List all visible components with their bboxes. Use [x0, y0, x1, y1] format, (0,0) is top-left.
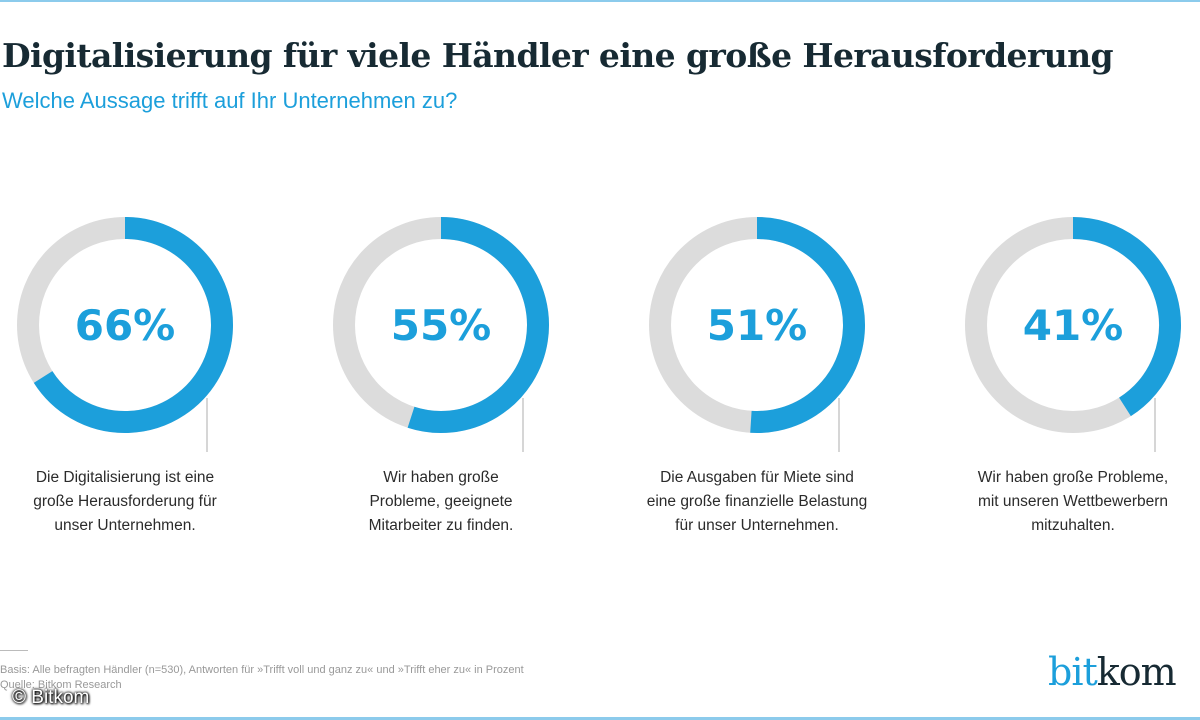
caption-line: mitzuhalten.: [1031, 517, 1115, 534]
caption-line: mit unseren Wettbewerbern: [977, 493, 1169, 510]
caption-line: eine große finanzielle Belastung: [646, 493, 868, 510]
donut-caption: Die Ausgaben für Miete sind eine große fi…: [617, 466, 897, 538]
caption-line: Probleme, geeignete: [369, 493, 513, 510]
footer-rule: [0, 650, 28, 651]
footnote-basis: Basis: Alle befragten Händler (n=530), A…: [0, 664, 524, 676]
caption-line: Wir haben große Probleme,: [977, 469, 1169, 486]
top-border: [0, 0, 1200, 2]
caption-line: unser Unternehmen.: [54, 517, 196, 534]
donut-value-label: 55%: [391, 301, 492, 350]
donut-value-label: 66%: [75, 301, 176, 350]
footnote-source: Quelle: Bitkom Research: [0, 679, 122, 691]
donut-value-arc: [407, 217, 549, 433]
caption-line: Wir haben große: [383, 469, 499, 486]
caption-line: Mitarbeiter zu finden.: [368, 517, 514, 534]
logo-part-kom: kom: [1096, 650, 1177, 694]
bitkom-logo: bitkom: [1048, 650, 1177, 694]
caption-line: für unser Unternehmen.: [675, 517, 839, 534]
chart-title: Digitalisierung für viele Händler eine g…: [2, 36, 1114, 75]
caption-line: Die Ausgaben für Miete sind: [660, 469, 854, 486]
copyright-watermark: © Bitkom: [12, 687, 90, 708]
donut-1: 66%: [17, 217, 233, 452]
donut-caption: Die Digitalisierung ist eine große Heraus…: [0, 466, 265, 538]
donut-3: 51%: [649, 217, 865, 452]
donut-2: 55%: [333, 217, 549, 452]
donut-value-arc: [750, 217, 865, 433]
donut-value-arc: [33, 217, 233, 433]
donut-caption: Wir haben große Probleme, mit unseren Wet…: [933, 466, 1200, 538]
donut-caption: Wir haben große Probleme, geeignete Mitarb…: [301, 466, 581, 538]
donut-value-arc: [1072, 217, 1181, 417]
logo-part-bit: bit: [1048, 650, 1098, 694]
chart-subtitle: Welche Aussage trifft auf Ihr Unternehme…: [2, 88, 458, 113]
caption-line: Die Digitalisierung ist eine: [35, 469, 215, 486]
donut-4: 41%: [965, 217, 1181, 452]
donut-value-label: 41%: [1023, 301, 1124, 350]
donut-value-label: 51%: [707, 301, 808, 350]
caption-line: große Herausforderung für: [33, 493, 217, 510]
bottom-border: [0, 717, 1200, 720]
